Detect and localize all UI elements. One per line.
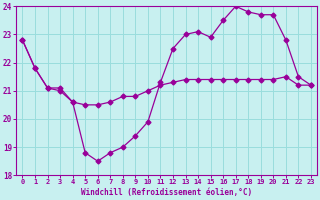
X-axis label: Windchill (Refroidissement éolien,°C): Windchill (Refroidissement éolien,°C) (81, 188, 252, 197)
